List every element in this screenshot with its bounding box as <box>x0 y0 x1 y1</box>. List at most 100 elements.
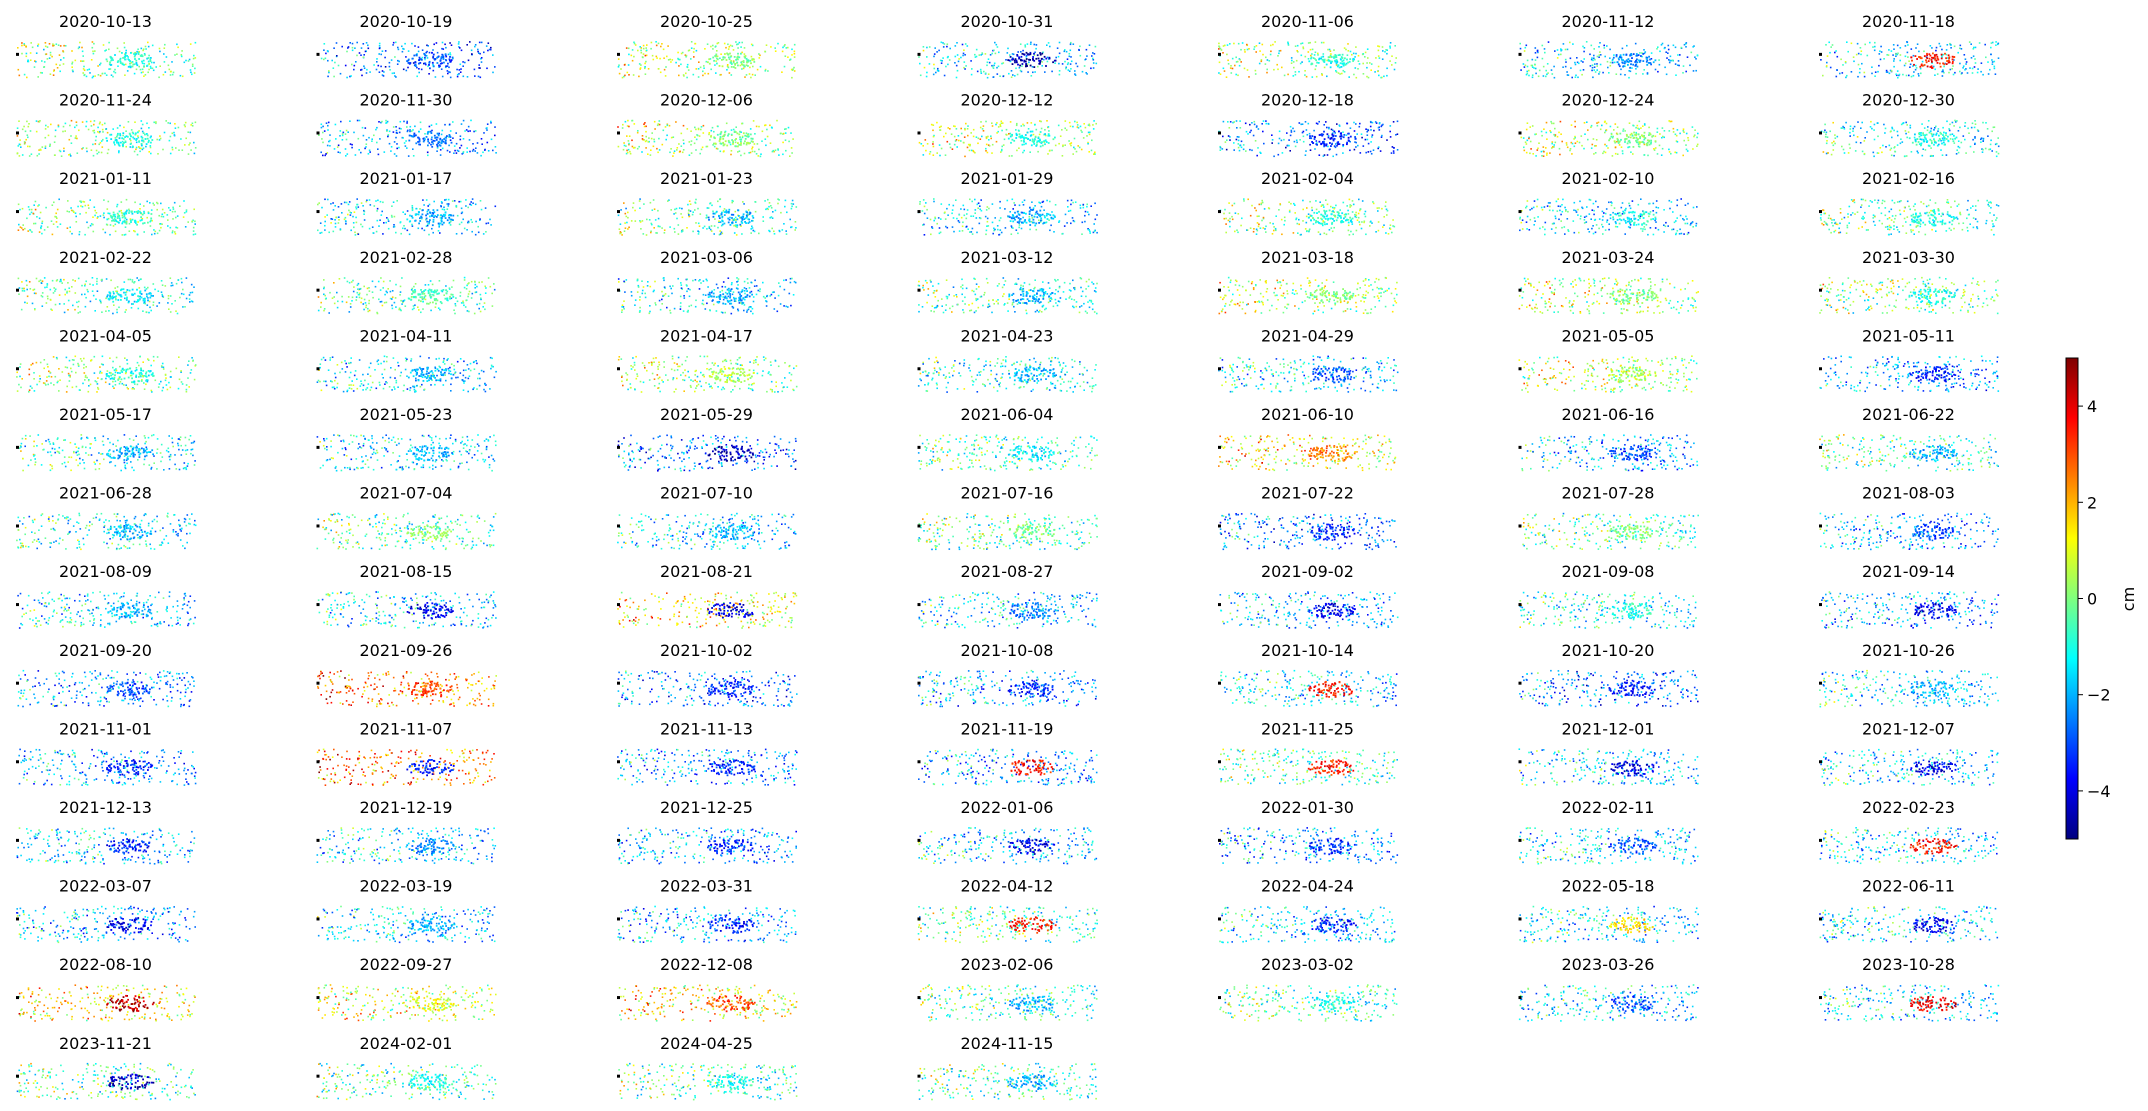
scatter-point <box>1626 135 1628 137</box>
scatter-point <box>793 66 795 69</box>
scatter-point <box>1239 120 1241 122</box>
scatter-point <box>1891 127 1894 130</box>
scatter-point <box>353 211 356 213</box>
scatter-point <box>162 148 164 151</box>
scatter-point <box>743 61 745 64</box>
scatter-point <box>1262 120 1265 122</box>
scatter-point <box>643 139 645 141</box>
scatter-point <box>485 231 487 233</box>
scatter-point <box>86 221 88 224</box>
scatter-point <box>348 209 350 212</box>
scatter-point <box>756 143 759 145</box>
scatter-point <box>59 70 61 73</box>
scatter-point <box>121 214 124 217</box>
scatter-point <box>1370 63 1373 65</box>
scatter-point <box>99 63 101 66</box>
scatter-point <box>432 69 435 72</box>
scatter-point <box>1318 57 1321 60</box>
scatter-point <box>1904 62 1907 65</box>
scatter-point <box>349 211 351 214</box>
scatter-point <box>1010 134 1013 137</box>
scatter-point <box>1320 41 1323 44</box>
scatter-point <box>142 132 145 134</box>
scatter-point <box>1592 59 1594 62</box>
scatter-point <box>718 65 721 67</box>
scatter-point <box>1943 65 1945 68</box>
scatter-point <box>185 210 188 213</box>
scatter-point <box>377 64 380 67</box>
scatter-point <box>1965 63 1967 65</box>
scatter-point <box>1920 142 1923 145</box>
panel: 2020-10-25 <box>617 12 796 79</box>
scatter-point <box>95 149 98 152</box>
scatter-point <box>113 141 115 144</box>
scatter-point <box>1030 75 1033 77</box>
scatter-point <box>1537 51 1539 54</box>
scatter-point <box>135 148 137 151</box>
scatter-point <box>1570 141 1573 144</box>
scatter-point <box>1971 72 1974 74</box>
scatter-point <box>1520 69 1522 71</box>
scatter-point <box>1847 152 1850 154</box>
scatter-point <box>1366 138 1369 141</box>
scatter-point <box>1883 58 1885 60</box>
scatter-point <box>420 58 422 60</box>
scatter-point <box>109 64 112 66</box>
scatter-point <box>421 227 423 230</box>
scatter-point <box>1888 72 1891 75</box>
panel: 2020-12-30 <box>1819 91 2000 158</box>
scatter-point <box>337 144 340 147</box>
scatter-point <box>1015 129 1017 131</box>
scatter-point <box>1945 49 1948 51</box>
scatter-point <box>1058 62 1060 65</box>
scatter-point <box>1872 151 1875 154</box>
scatter-point <box>997 130 999 133</box>
scatter-point <box>1072 153 1074 155</box>
scatter-point <box>734 63 737 65</box>
scatter-point <box>1947 61 1950 64</box>
scatter-point <box>1294 71 1297 73</box>
scatter-point <box>1608 139 1610 142</box>
scatter-point <box>1028 58 1030 61</box>
scatter-point <box>1044 143 1046 146</box>
scatter-point <box>677 233 680 235</box>
scatter-point <box>1937 139 1940 142</box>
scatter-point <box>171 210 174 213</box>
scatter-point <box>345 223 347 225</box>
scatter-point <box>699 152 701 155</box>
scatter-point <box>464 61 466 64</box>
scatter-point <box>659 225 661 228</box>
scatter-point <box>667 59 670 61</box>
scatter-point <box>742 60 745 62</box>
scatter-point <box>1676 64 1679 66</box>
scatter-point <box>407 50 410 52</box>
scatter-point <box>406 147 408 149</box>
scatter-point <box>1896 70 1899 72</box>
scatter-point <box>475 147 477 149</box>
scatter-point <box>1039 145 1042 148</box>
scatter-point <box>1994 73 1997 75</box>
scatter-point <box>428 203 431 206</box>
scatter-point <box>1378 122 1381 125</box>
scatter-point <box>132 136 134 139</box>
scatter-point <box>1973 126 1976 129</box>
scatter-point <box>450 141 453 144</box>
scatter-point <box>406 60 408 62</box>
scatter-point <box>1094 45 1097 48</box>
scatter-point <box>1919 67 1922 70</box>
scatter-point <box>1661 127 1664 129</box>
scatter-point <box>434 137 437 139</box>
scatter-point <box>1374 71 1376 73</box>
scatter-point <box>465 129 468 131</box>
scatter-point <box>362 43 365 45</box>
scatter-point <box>940 147 943 150</box>
scatter-point <box>1617 139 1619 141</box>
scatter-point <box>762 216 764 218</box>
scatter-point <box>678 65 680 67</box>
scatter-point <box>1887 54 1890 56</box>
scatter-point <box>395 136 397 139</box>
scatter-point <box>1281 152 1284 154</box>
scatter-point <box>647 68 650 70</box>
scatter-point <box>480 154 482 157</box>
scatter-point <box>397 59 399 62</box>
